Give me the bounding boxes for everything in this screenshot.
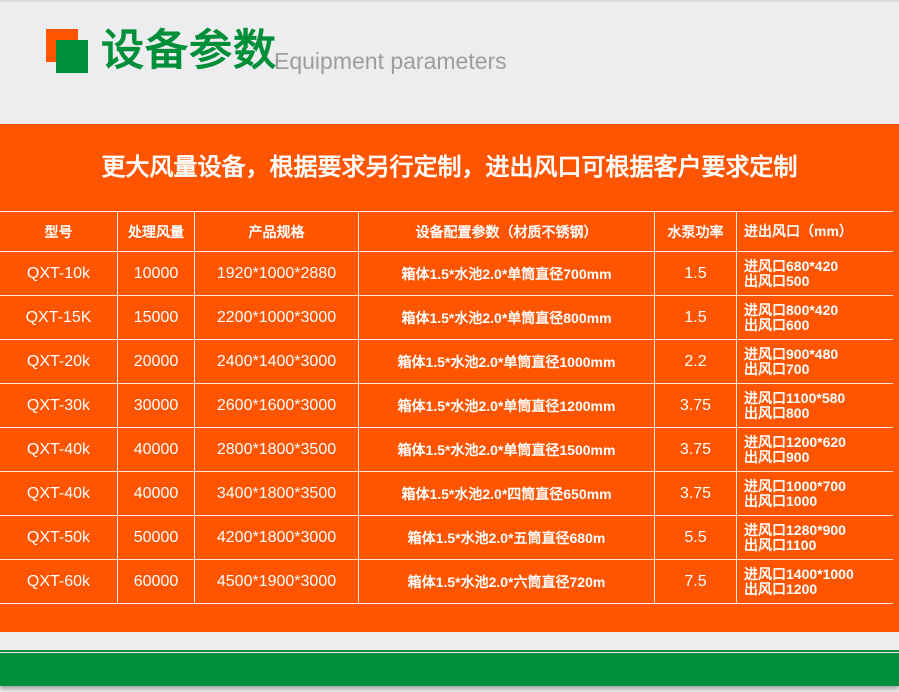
cell-airflow: 50000 [117, 515, 195, 560]
cell-pump: 7.5 [654, 559, 737, 604]
cell-model: QXT-15K [0, 295, 118, 340]
cell-airflow: 15000 [117, 295, 195, 340]
cell-outlet: 出风口800 [744, 404, 810, 421]
cell-outlet: 出风口1100 [744, 536, 817, 553]
cell-inlet: 进风口900*480 [744, 345, 839, 362]
cell-inlet: 进风口1200*620 [744, 433, 846, 450]
cell-config: 箱体1.5*水池2.0*单筒直径800mm [358, 295, 655, 340]
table-row: QXT-30k 30000 2600*1600*3000 箱体1.5*水池2.0*单筒… [0, 383, 893, 428]
cell-size: 2800*1800*3500 [194, 427, 359, 472]
custom-banner: 更大风量设备，根据要求另行定制，进出风口可根据客户要求定制 [101, 154, 798, 181]
cell-config: 箱体1.5*水池2.0*五筒直径680m [358, 515, 655, 560]
cell-size: 4200*1800*3000 [194, 515, 359, 560]
cell-pump: 3.75 [654, 427, 737, 472]
cell-pump: 2.2 [654, 339, 737, 384]
cell-model: QXT-40k [0, 427, 118, 472]
cell-size: 3400*1800*3500 [194, 471, 359, 516]
cell-ports: 进风口680*420 出风口500 [736, 251, 893, 296]
cell-ports: 进风口1400*1000 出风口1200 [736, 559, 893, 604]
cell-size: 2400*1400*3000 [194, 339, 359, 384]
cell-airflow: 40000 [117, 427, 195, 472]
cell-ports: 进风口800*420 出风口600 [736, 295, 893, 340]
cell-model: QXT-10k [0, 251, 118, 296]
table-row: QXT-40k 40000 2800*1800*3500 箱体1.5*水池2.0*单筒… [0, 427, 893, 472]
cell-model: QXT-20k [0, 339, 118, 384]
cell-pump: 1.5 [654, 251, 737, 296]
cell-pump: 3.75 [654, 383, 737, 428]
cell-size: 2600*1600*3000 [194, 383, 359, 428]
title-decoration-green-square [56, 40, 88, 73]
cell-ports: 进风口1200*620 出风口900 [736, 427, 893, 472]
cell-outlet: 出风口900 [744, 448, 810, 465]
header-size: 产品规格 [194, 211, 359, 252]
cell-config: 箱体1.5*水池2.0*六筒直径720m [358, 559, 655, 604]
cell-ports: 进风口1280*900 出风口1100 [736, 515, 893, 560]
header-config: 设备配置参数（材质不锈钢） [358, 211, 655, 252]
section-title: 设备参数 [101, 27, 277, 75]
cell-outlet: 出风口500 [744, 272, 810, 289]
table-row: QXT-40k 40000 3400*1800*3500 箱体1.5*水池2.0*四筒… [0, 471, 893, 516]
table-row: QXT-50k 50000 4200*1800*3000 箱体1.5*水池2.0*五筒… [0, 515, 893, 560]
top-shadow [0, 0, 899, 3]
cell-inlet: 进风口680*420 [744, 257, 839, 274]
header-ports: 进出风口（mm） [736, 211, 893, 252]
cell-airflow: 30000 [117, 383, 195, 428]
cell-airflow: 10000 [117, 251, 195, 296]
cell-size: 1920*1000*2880 [194, 251, 359, 296]
cell-config: 箱体1.5*水池2.0*单筒直径700mm [358, 251, 655, 296]
cell-ports: 进风口1000*700 出风口1000 [736, 471, 893, 516]
cell-config: 箱体1.5*水池2.0*四筒直径650mm [358, 471, 655, 516]
cell-airflow: 20000 [117, 339, 195, 384]
cell-pump: 3.75 [654, 471, 737, 516]
header-pump: 水泵功率 [654, 211, 737, 252]
table-header-row: 型号 处理风量 产品规格 设备配置参数（材质不锈钢） 水泵功率 进出风口（mm） [0, 211, 893, 252]
footer-line [0, 650, 899, 652]
table-row: QXT-60k 60000 4500*1900*3000 箱体1.5*水池2.0*六筒… [0, 559, 893, 604]
cell-config: 箱体1.5*水池2.0*单筒直径1500mm [358, 427, 655, 472]
cell-config: 箱体1.5*水池2.0*单筒直径1200mm [358, 383, 655, 428]
cell-pump: 5.5 [654, 515, 737, 560]
footer-bar [0, 653, 899, 686]
cell-pump: 1.5 [654, 295, 737, 340]
cell-model: QXT-30k [0, 383, 118, 428]
cell-config: 箱体1.5*水池2.0*单筒直径1000mm [358, 339, 655, 384]
cell-model: QXT-40k [0, 471, 118, 516]
table-row: QXT-10k 10000 1920*1000*2880 箱体1.5*水池2.0*单筒… [0, 251, 893, 296]
cell-ports: 进风口900*480 出风口700 [736, 339, 893, 384]
cell-outlet: 出风口1000 [744, 492, 818, 509]
cell-inlet: 进风口1280*900 [744, 521, 846, 538]
parameters-panel: 更大风量设备，根据要求另行定制，进出风口可根据客户要求定制 型号 处理风量 产品… [0, 124, 899, 632]
cell-inlet: 进风口800*420 [744, 301, 839, 318]
cell-inlet: 进风口1400*1000 [744, 565, 854, 582]
header-model: 型号 [0, 211, 118, 252]
table-row: QXT-20k 20000 2400*1400*3000 箱体1.5*水池2.0*单筒… [0, 339, 893, 384]
cell-inlet: 进风口1100*580 [744, 389, 846, 406]
cell-size: 2200*1000*3000 [194, 295, 359, 340]
table-row: QXT-15K 15000 2200*1000*3000 箱体1.5*水池2.0*单筒… [0, 295, 893, 340]
cell-outlet: 出风口600 [744, 316, 810, 333]
cell-outlet: 出风口1200 [744, 580, 818, 597]
section-subtitle: Equipment parameters [274, 48, 507, 74]
cell-model: QXT-50k [0, 515, 118, 560]
parameters-table: 型号 处理风量 产品规格 设备配置参数（材质不锈钢） 水泵功率 进出风口（mm）… [0, 211, 893, 604]
cell-airflow: 40000 [117, 471, 195, 516]
cell-airflow: 60000 [117, 559, 195, 604]
cell-outlet: 出风口700 [744, 360, 810, 377]
header-airflow: 处理风量 [117, 211, 195, 252]
cell-model: QXT-60k [0, 559, 118, 604]
cell-size: 4500*1900*3000 [194, 559, 359, 604]
cell-inlet: 进风口1000*700 [744, 477, 846, 494]
cell-ports: 进风口1100*580 出风口800 [736, 383, 893, 428]
